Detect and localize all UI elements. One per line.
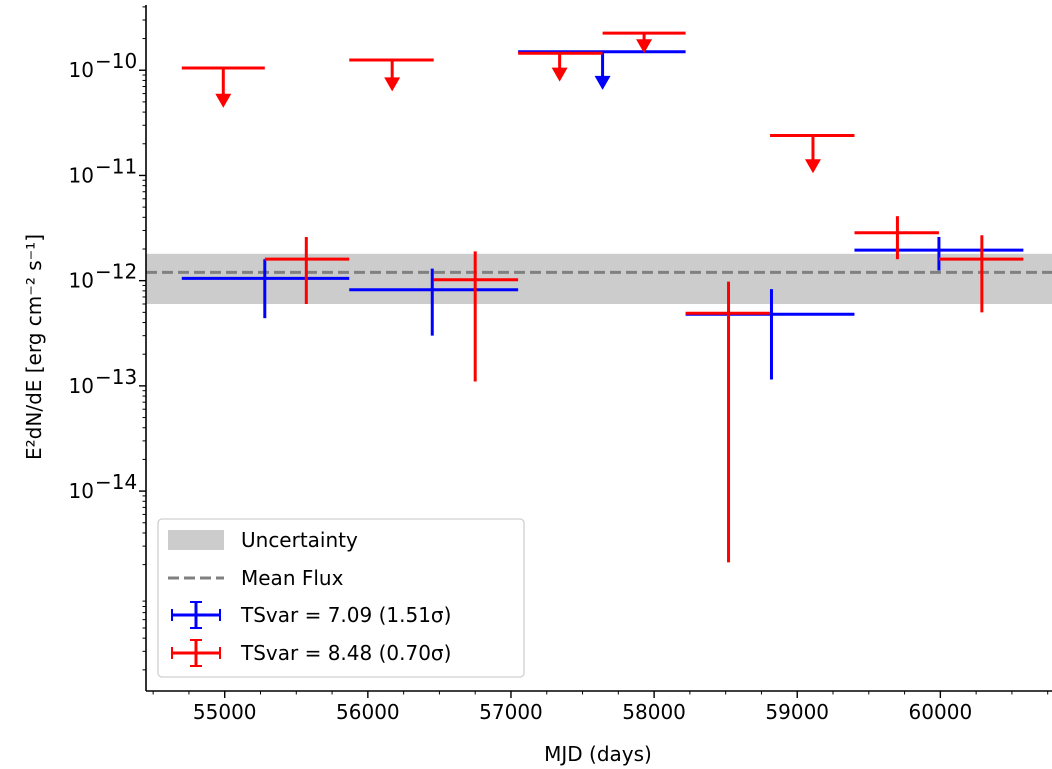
y-axis-label: E²dN/dE [erg cm⁻² s⁻¹]: [22, 234, 46, 460]
plot-marks: [146, 31, 1052, 563]
legend-label: TSvar = 8.48 (0.70σ): [240, 641, 451, 665]
legend-label: Mean Flux: [241, 566, 344, 590]
y-tick-label: 10: [69, 374, 94, 398]
legend-band-swatch: [168, 530, 224, 550]
y-tick-label: 10: [69, 163, 94, 187]
x-tick-label: 57000: [479, 700, 543, 724]
x-tick-label: 58000: [622, 700, 686, 724]
y-tick-exponent: −14: [95, 470, 137, 494]
series-1-ul-4-arrowhead: [804, 159, 821, 174]
x-axis-label: MJD (days): [544, 742, 652, 766]
x-tick-label: 55000: [193, 700, 257, 724]
x-tick-label: 59000: [765, 700, 829, 724]
y-tick-exponent: −13: [95, 365, 137, 389]
legend-label: Uncertainty: [241, 528, 358, 552]
series-1-ul-3-arrowhead: [636, 39, 653, 54]
legend: Uncertainty Mean Flux TSvar = 7.09 (1.51σ)…: [157, 518, 525, 678]
y-tick-label: 10: [69, 58, 94, 82]
legend-label: TSvar = 7.09 (1.51σ): [240, 603, 451, 627]
axes: 55000 56000 57000 58000 59000 6000010−1410−13…: [69, 5, 1052, 724]
series-1-ul-1-arrowhead: [384, 77, 401, 92]
y-tick-exponent: −12: [95, 260, 137, 284]
y-tick-exponent: −10: [95, 49, 137, 73]
series-0-ul-0-arrowhead: [594, 75, 611, 90]
x-tick-label: 56000: [336, 700, 400, 724]
legend-box: [157, 518, 525, 678]
series-1-ul-0-arrowhead: [215, 93, 232, 108]
y-tick-exponent: −11: [95, 154, 137, 178]
y-tick-label: 10: [69, 269, 94, 293]
series-1-ul-2-arrowhead: [551, 67, 568, 82]
plot-area: [146, 31, 1052, 563]
y-tick-label: 10: [69, 479, 94, 503]
x-tick-label: 60000: [909, 700, 973, 724]
